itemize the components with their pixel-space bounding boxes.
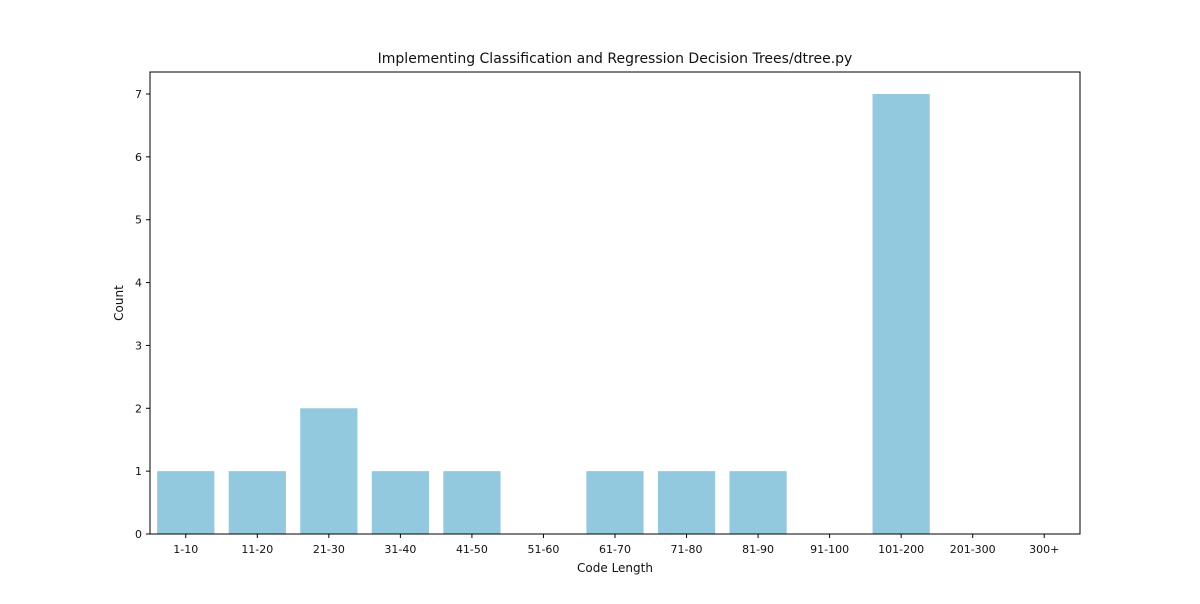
x-axis-label: Code Length (577, 561, 653, 575)
y-tick-label: 2 (135, 402, 142, 415)
plot-area-frame (149, 71, 1081, 535)
x-tick-label: 300+ (1029, 543, 1059, 556)
y-tick-label: 1 (135, 465, 142, 478)
x-tick-label: 101-200 (878, 543, 924, 556)
y-tick-label: 7 (135, 88, 142, 101)
x-tick-label: 1-10 (173, 543, 198, 556)
y-tick-label: 5 (135, 214, 142, 227)
bar-21-30 (300, 408, 358, 534)
x-tick-label: 71-80 (671, 543, 703, 556)
x-tick-label: 31-40 (384, 543, 416, 556)
y-axis-ticks: 0 1 2 3 4 5 6 7 (135, 88, 150, 541)
bar-41-50 (443, 471, 501, 534)
bar-101-200 (872, 94, 930, 534)
x-tick-label: 51-60 (527, 543, 559, 556)
bar-31-40 (371, 471, 429, 534)
x-tick-label: 41-50 (456, 543, 488, 556)
bar-61-70 (586, 471, 644, 534)
x-tick-label: 201-300 (950, 543, 996, 556)
y-axis-label: Count (112, 285, 126, 321)
x-tick-label: 81-90 (742, 543, 774, 556)
chart-title: Implementing Classification and Regressi… (378, 51, 853, 67)
y-tick-label: 4 (135, 277, 142, 290)
x-tick-label: 21-30 (313, 543, 345, 556)
x-tick-label: 91-100 (810, 543, 849, 556)
y-tick-label: 6 (135, 151, 142, 164)
x-tick-label: 61-70 (599, 543, 631, 556)
x-tick-label: 11-20 (241, 543, 273, 556)
bar-71-80 (657, 471, 716, 534)
y-tick-label: 3 (135, 339, 142, 352)
bars-group (157, 94, 930, 534)
bar-11-20 (228, 471, 286, 534)
x-axis-ticks: 1-10 11-20 21-30 31-40 41-50 51-60 61-70 71-80 8… (173, 534, 1059, 556)
y-tick-label: 0 (135, 528, 142, 541)
bar-1-10 (157, 471, 215, 534)
bar-81-90 (729, 471, 787, 534)
